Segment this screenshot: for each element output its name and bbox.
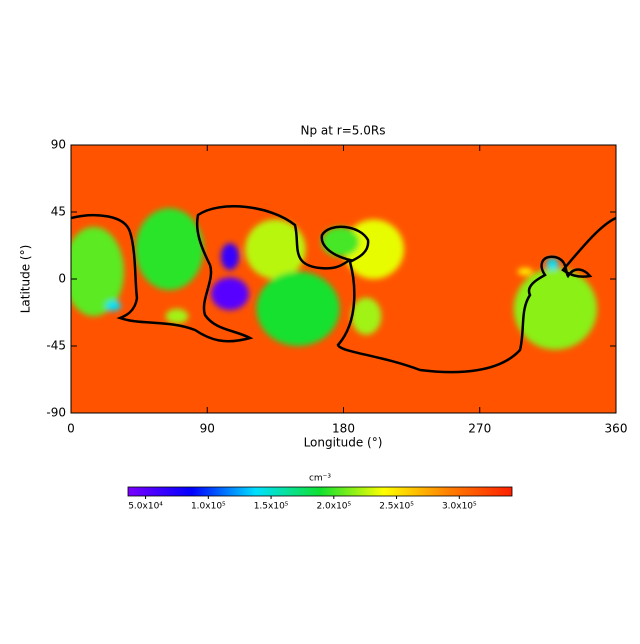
x-tick-label: 270 <box>468 422 491 436</box>
x-tick-label: 360 <box>605 422 628 436</box>
density-region <box>165 308 189 324</box>
colorbar-tick-label: 3.0x10⁵ <box>442 502 477 512</box>
colorbar-tick-label: 5.0x10⁴ <box>128 502 163 512</box>
density-region <box>245 219 306 279</box>
regions <box>71 208 598 350</box>
density-region <box>546 258 559 271</box>
density-region <box>351 297 382 335</box>
colorbar-tick-label: 1.5x10⁵ <box>254 502 289 512</box>
field <box>71 145 616 413</box>
y-tick-label: -45 <box>46 339 66 353</box>
density-region <box>256 271 340 346</box>
density-region <box>513 267 598 350</box>
x-axis-title: Longitude (°) <box>304 436 383 450</box>
density-region <box>135 208 204 291</box>
colorbar-tick-label: 1.0x10⁵ <box>191 502 226 512</box>
colorbar-tick-label: 2.0x10⁵ <box>316 502 351 512</box>
colorbar <box>127 486 513 497</box>
y-tick-label: 90 <box>51 138 66 152</box>
chart-title: Np at r=5.0Rs <box>301 124 386 138</box>
density-region <box>343 219 405 279</box>
density-region <box>517 267 533 276</box>
y-tick-label: 45 <box>51 205 66 219</box>
x-tick-label: 180 <box>332 422 355 436</box>
density-region <box>321 226 360 257</box>
y-tick-label: 0 <box>58 272 66 286</box>
colorbar-tick-label: 2.5x10⁵ <box>379 502 414 512</box>
neutral-line <box>71 205 616 374</box>
x-tick-label: 0 <box>67 422 75 436</box>
colorbar-label: cm⁻³ <box>309 474 331 484</box>
density-region <box>220 243 240 271</box>
y-tick-label: -90 <box>46 406 66 420</box>
density-region <box>105 300 121 312</box>
density-region <box>211 277 249 311</box>
density-region <box>71 226 124 317</box>
y-axis-title: Latitude (°) <box>19 245 33 314</box>
x-tick-label: 90 <box>200 422 215 436</box>
